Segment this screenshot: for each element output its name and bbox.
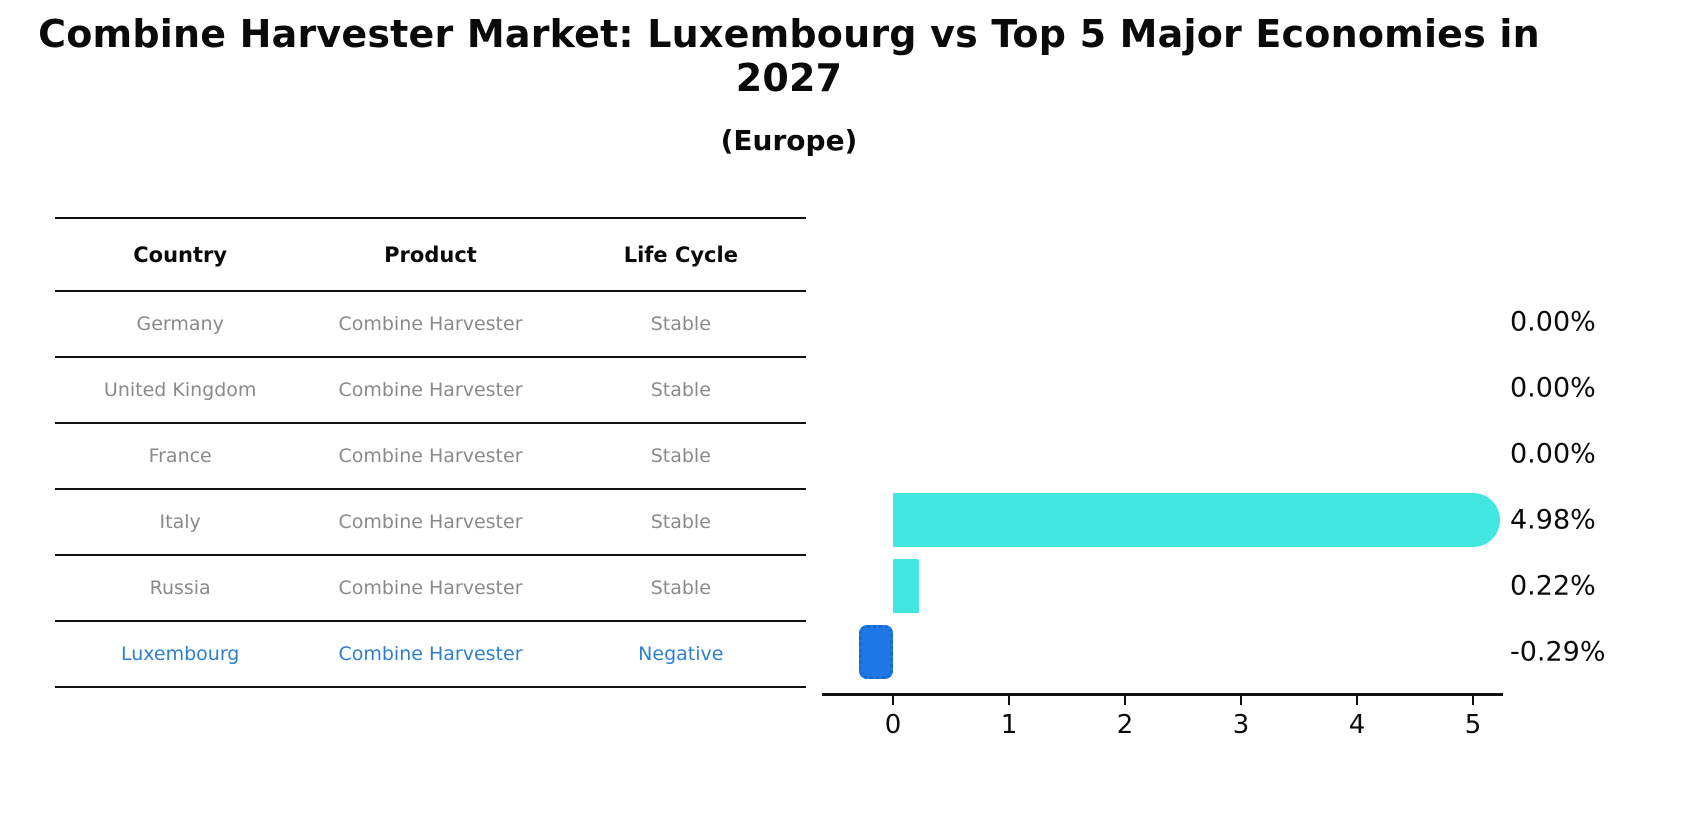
cell-product: Combine Harvester <box>338 445 523 467</box>
cell-country: United Kingdom <box>103 379 257 401</box>
x-tick-label: 4 <box>1348 710 1366 740</box>
cell-product: Combine Harvester <box>338 577 523 599</box>
page-title: Combine Harvester Market: Luxembourg vs … <box>38 12 1540 100</box>
x-tick-label: 3 <box>1232 710 1250 740</box>
table-row-france: France Combine Harvester Stable <box>55 424 806 490</box>
cell-product: Combine Harvester <box>338 379 523 401</box>
bar-luxembourg <box>859 625 893 679</box>
cell-country: Italy <box>159 511 201 533</box>
bar-value-label-russia: 0.22% <box>1510 570 1596 602</box>
table-row-italy: Italy Combine Harvester Stable <box>55 490 806 556</box>
cell-life-cycle: Negative <box>638 643 724 665</box>
x-tick-mark <box>1124 696 1126 705</box>
bar-value-label-france: 0.00% <box>1510 438 1596 470</box>
table-body: Germany Combine Harvester Stable United Kin… <box>55 292 806 686</box>
column-header-product: Product <box>384 242 477 267</box>
table-row-united-kingdom: United Kingdom Combine Harvester Stable <box>55 358 806 424</box>
bar-value-label-luxembourg: -0.29% <box>1510 636 1606 668</box>
x-tick-label: 1 <box>1000 710 1018 740</box>
cell-country: Luxembourg <box>120 643 240 665</box>
x-tick-mark <box>892 696 894 705</box>
x-tick-mark <box>1472 696 1474 705</box>
cell-life-cycle: Stable <box>650 379 711 401</box>
bar-value-label-italy: 4.98% <box>1510 504 1596 536</box>
bar-value-label-germany: 0.00% <box>1510 306 1596 338</box>
page-subtitle: (Europe) <box>720 124 858 157</box>
cell-life-cycle: Stable <box>650 577 711 599</box>
x-tick-mark <box>1356 696 1358 705</box>
x-tick-mark <box>1008 696 1010 705</box>
cell-country: France <box>148 445 212 467</box>
cell-product: Combine Harvester <box>338 511 523 533</box>
table-row-russia: Russia Combine Harvester Stable <box>55 556 806 622</box>
x-tick-label: 2 <box>1116 710 1134 740</box>
cell-life-cycle: Stable <box>650 445 711 467</box>
chart-header: Combine Harvester Market: Luxembourg vs … <box>0 0 1578 157</box>
x-axis-line <box>822 693 1503 696</box>
column-header-life-cycle: Life Cycle <box>623 242 738 267</box>
table-row-luxembourg: Luxembourg Combine Harvester Negative <box>55 622 806 686</box>
cell-country: Germany <box>136 313 224 335</box>
cell-life-cycle: Stable <box>650 511 711 533</box>
x-tick-label: 5 <box>1464 710 1482 740</box>
comparison-table: Country Product Life Cycle Germany Combin… <box>55 217 806 688</box>
cell-product: Combine Harvester <box>338 313 523 335</box>
table-header-row: Country Product Life Cycle <box>55 219 806 292</box>
table-row-germany: Germany Combine Harvester Stable <box>55 292 806 358</box>
bar-italy <box>893 493 1500 547</box>
bar-value-label-united-kingdom: 0.00% <box>1510 372 1596 404</box>
bar-russia <box>893 559 919 613</box>
x-tick-mark <box>1240 696 1242 705</box>
cell-life-cycle: Stable <box>650 313 711 335</box>
x-tick-label: 0 <box>884 710 902 740</box>
cell-country: Russia <box>149 577 211 599</box>
column-header-country: Country <box>133 242 228 267</box>
cell-product: Combine Harvester <box>338 643 523 665</box>
